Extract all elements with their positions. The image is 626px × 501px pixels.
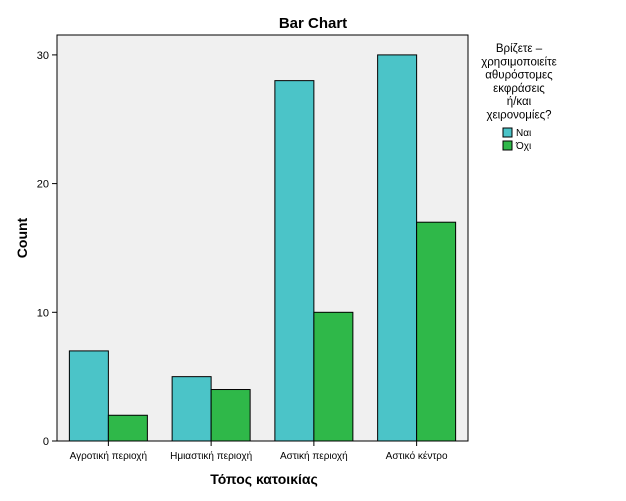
legend-swatch: [502, 140, 513, 151]
bar-ochi: [210, 389, 251, 442]
legend-title-line: αθυρόστομες: [485, 70, 553, 82]
x-axis-label: Τόπος κατοικίας: [210, 471, 318, 487]
legend-title-line: ή/και: [507, 96, 532, 108]
y-tick-label: 0: [43, 436, 49, 448]
x-category-label: Ημιαστική περιοχή: [170, 450, 252, 462]
legend-title-line: Βρίζετε –: [496, 43, 543, 55]
bar-nai: [377, 54, 418, 442]
legend-title-line: χρησιμοποιείτε: [481, 56, 557, 68]
bar-nai: [274, 80, 315, 442]
bar-nai: [171, 376, 212, 442]
legend-entry-label: Ναι: [516, 128, 531, 139]
chart-title: Bar Chart: [279, 15, 347, 32]
legend-swatch: [502, 127, 513, 138]
legend-title-line: εκφράσεις: [493, 83, 545, 95]
y-tick-label: 30: [37, 50, 49, 62]
bar-ochi: [416, 221, 457, 442]
x-category-label: Αστική περιοχή: [280, 450, 348, 462]
bars: [68, 54, 457, 442]
y-axis: 0 10 20 30: [37, 50, 57, 448]
x-axis: Αγροτική περιοχή Ημιαστική περιοχή Αστική …: [70, 441, 448, 462]
legend: Βρίζετε –χρησιμοποιείτε αθυρόστομεςεκφράσ…: [481, 43, 557, 152]
legend-entry-label: Όχι: [515, 141, 531, 152]
y-axis-label: Count: [14, 217, 30, 258]
bar-ochi: [313, 311, 354, 442]
y-tick-label: 20: [37, 179, 49, 191]
bar-ochi: [107, 414, 148, 442]
y-tick-label: 10: [37, 307, 49, 319]
bar-nai: [68, 350, 109, 442]
x-category-label: Αγροτική περιοχή: [70, 450, 147, 462]
x-category-label: Αστικό κέντρο: [386, 450, 448, 462]
legend-title-line: χειρονομίες?: [486, 110, 551, 122]
